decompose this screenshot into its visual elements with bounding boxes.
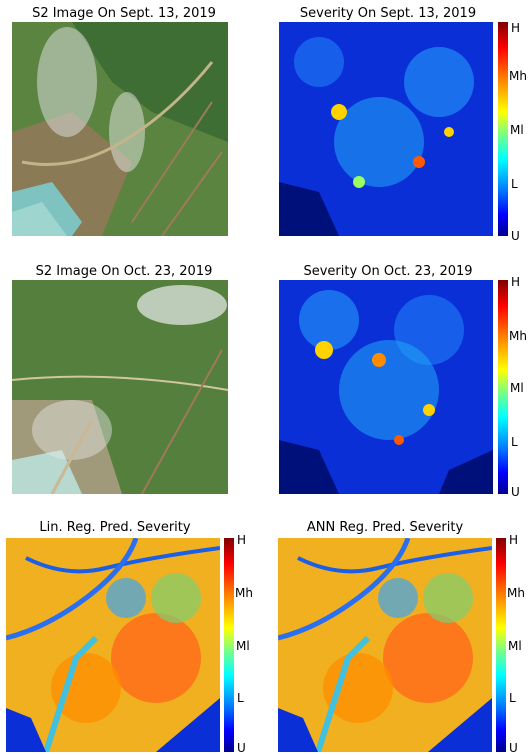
lin-reg-title: Lin. Reg. Pred. Severity [39,520,191,535]
ann-reg-title: ANN Reg. Pred. Severity [306,520,464,535]
severity-oct-colorbar [498,280,508,494]
lin-tick-l: L [237,691,244,705]
lin-reg-colorbar [224,538,234,752]
ann-reg-prediction-map [278,538,492,752]
lin-tick-u: U [237,741,246,755]
oct-tick-h: H [511,275,521,289]
ann-tick-u: U [509,741,518,755]
s2-oct-satellite-image [12,280,228,494]
sept-tick-mh: Mh [509,69,527,83]
severity-sept-colorbar [498,22,508,236]
sept-tick-h: H [511,21,521,35]
sept-tick-l: L [511,177,518,191]
ann-tick-l: L [509,691,516,705]
ann-tick-mh: Mh [507,586,525,600]
ann-tick-ml: Ml [508,639,522,653]
lin-tick-h: H [237,533,247,547]
severity-sept-map [279,22,493,236]
lin-tick-mh: Mh [235,586,253,600]
lin-tick-ml: Ml [236,639,250,653]
oct-tick-mh: Mh [509,329,527,343]
lin-reg-prediction-map [6,538,220,752]
severity-sept-title: Severity On Sept. 13, 2019 [299,6,477,21]
s2-oct-title: S2 Image On Oct. 23, 2019 [35,264,213,279]
oct-tick-ml: Ml [510,381,524,395]
severity-oct-map [279,280,493,494]
oct-tick-l: L [511,435,518,449]
s2-sept-satellite-image [12,22,228,236]
ann-tick-h: H [509,533,519,547]
ann-reg-colorbar [496,538,506,752]
s2-sept-title: S2 Image On Sept. 13, 2019 [32,6,216,21]
severity-oct-title: Severity On Oct. 23, 2019 [303,264,473,279]
sept-tick-ml: Ml [510,123,524,137]
oct-tick-u: U [511,485,520,499]
sept-tick-u: U [511,229,520,243]
